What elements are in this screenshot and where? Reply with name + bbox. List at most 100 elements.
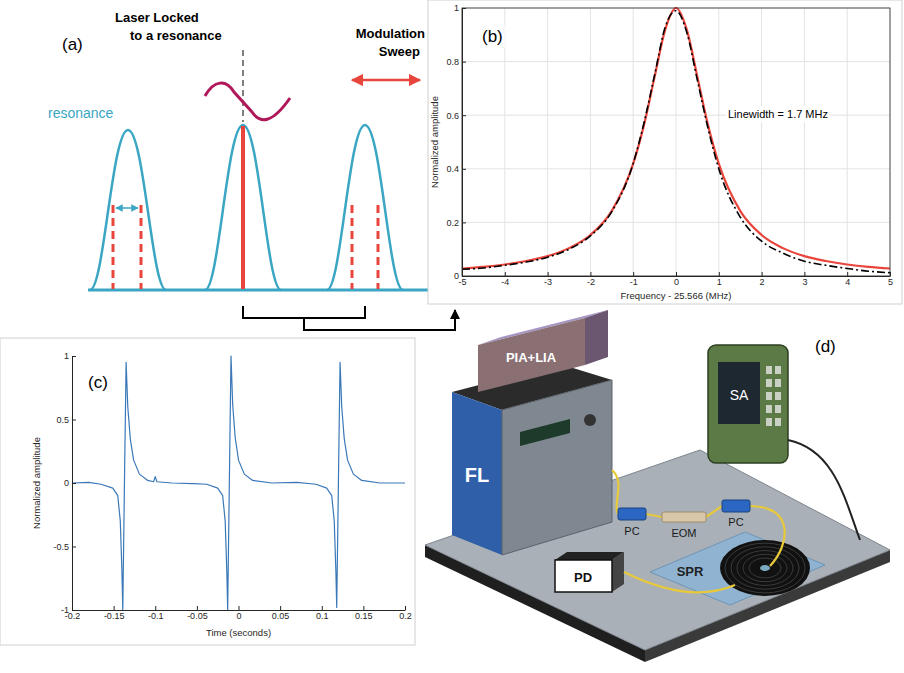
tick: -0.1 xyxy=(148,606,164,621)
tick-label: 0 xyxy=(64,478,69,488)
lock-label: to a resonance xyxy=(130,28,222,43)
tick: -3 xyxy=(544,272,552,287)
rack-knob xyxy=(584,414,596,426)
tick-mark xyxy=(114,606,115,610)
tick-mark xyxy=(363,606,364,610)
panel-letter: (c) xyxy=(88,373,108,392)
tick-label: -4 xyxy=(501,277,509,287)
tick-label: 0 xyxy=(236,611,241,621)
tick-mark xyxy=(505,272,506,276)
tick-label: 0.4 xyxy=(446,164,459,174)
tick: 0 xyxy=(674,272,679,287)
tick-mark xyxy=(804,272,805,276)
tick-mark xyxy=(462,169,466,170)
chart-panel: -0.2-0.15-0.1-0.0500.050.10.150.2-1-0.50… xyxy=(0,338,415,645)
grid-line xyxy=(847,8,848,276)
sa-key xyxy=(775,392,781,400)
tick: 3 xyxy=(802,272,807,287)
spool-hub xyxy=(760,565,770,571)
tick-mark xyxy=(462,276,466,277)
tick: 0 xyxy=(454,271,466,281)
sa-key xyxy=(775,366,781,374)
tick: 0.1 xyxy=(316,606,329,621)
device-label: PC xyxy=(728,516,743,528)
tick: 1 xyxy=(717,272,722,287)
sa-screen xyxy=(718,362,760,424)
sweep-label: Sweep xyxy=(379,44,420,59)
panel-letter: (d) xyxy=(815,337,836,356)
panel-d: SAFLPIA+LIASPRPDPCEOMPC(d) xyxy=(425,310,890,662)
y-axis-title: Normalized amplitude xyxy=(429,96,440,188)
tick-label: -1 xyxy=(61,605,69,615)
sa-key xyxy=(766,392,772,400)
tick: 5 xyxy=(888,272,893,287)
fiber xyxy=(706,506,722,517)
lock-guide xyxy=(242,50,244,122)
tick-label: 0.2 xyxy=(446,218,459,228)
tick-label: -3 xyxy=(544,277,552,287)
sideband-line xyxy=(377,205,380,289)
x-axis: -5-4-3-2-1012345 xyxy=(458,272,893,287)
device-label: PD xyxy=(574,570,592,585)
spr-plate xyxy=(650,532,825,605)
plot-marks xyxy=(462,8,890,273)
tick-mark xyxy=(462,222,466,223)
sideband-line xyxy=(351,205,354,289)
tick-label: 1 xyxy=(717,277,722,287)
panel-background xyxy=(428,0,902,304)
grid xyxy=(462,8,890,276)
linewidth-arrow xyxy=(116,207,138,209)
resonance-label: resonance xyxy=(48,105,114,121)
grid-line xyxy=(633,8,634,276)
device-label: FL xyxy=(465,464,489,486)
sweep-arrow xyxy=(352,79,420,82)
fiber-spool xyxy=(720,540,810,596)
data-line xyxy=(462,11,890,273)
fiber xyxy=(624,572,735,592)
annotation: Linewidth = 1.7 MHz xyxy=(728,108,828,120)
tick-mark xyxy=(72,547,76,548)
tick-mark xyxy=(462,62,466,63)
tick: 0.2 xyxy=(399,606,412,621)
sa-cable xyxy=(788,440,860,540)
sa-key xyxy=(775,405,781,413)
fiber xyxy=(612,470,618,514)
fiber xyxy=(750,506,785,566)
box-front xyxy=(478,318,585,392)
tick: 0.05 xyxy=(272,606,290,621)
tick-label: 0.5 xyxy=(56,415,69,425)
tick-mark xyxy=(462,115,466,116)
tick-label: 1 xyxy=(454,3,459,13)
tick: 4 xyxy=(845,272,850,287)
plot-frame xyxy=(462,8,890,276)
tick-label: -0.05 xyxy=(187,611,208,621)
tick: 0.15 xyxy=(355,606,373,621)
rack-side xyxy=(452,392,502,555)
tick-label: -0.5 xyxy=(53,542,69,552)
spool-ring xyxy=(731,547,799,589)
tick-label: 1 xyxy=(64,351,69,361)
tick-label: -5 xyxy=(458,277,466,287)
grid-line xyxy=(547,8,548,276)
sa-key xyxy=(766,366,772,374)
tick-mark xyxy=(462,8,466,9)
tick-label: 0 xyxy=(454,271,459,281)
device-label: PIA+LIA xyxy=(506,350,557,365)
lock-label: Laser Locked xyxy=(115,10,199,25)
sa-key xyxy=(775,379,781,387)
y-axis-title: Normalized amplitude xyxy=(31,437,42,529)
tick-mark xyxy=(633,272,634,276)
device-label: SPR xyxy=(677,564,704,579)
grid-line xyxy=(804,8,805,276)
sa-key xyxy=(766,379,772,387)
tick-label: -0.15 xyxy=(104,611,125,621)
tick-mark xyxy=(72,610,76,611)
tick: 0 xyxy=(64,478,76,488)
pd-front xyxy=(555,560,612,592)
pc-controller xyxy=(722,500,750,512)
tick-label: 0 xyxy=(674,277,679,287)
tick-mark xyxy=(762,272,763,276)
rack-display xyxy=(520,419,570,446)
axis-line xyxy=(462,9,463,277)
tick: 0 xyxy=(236,606,241,621)
